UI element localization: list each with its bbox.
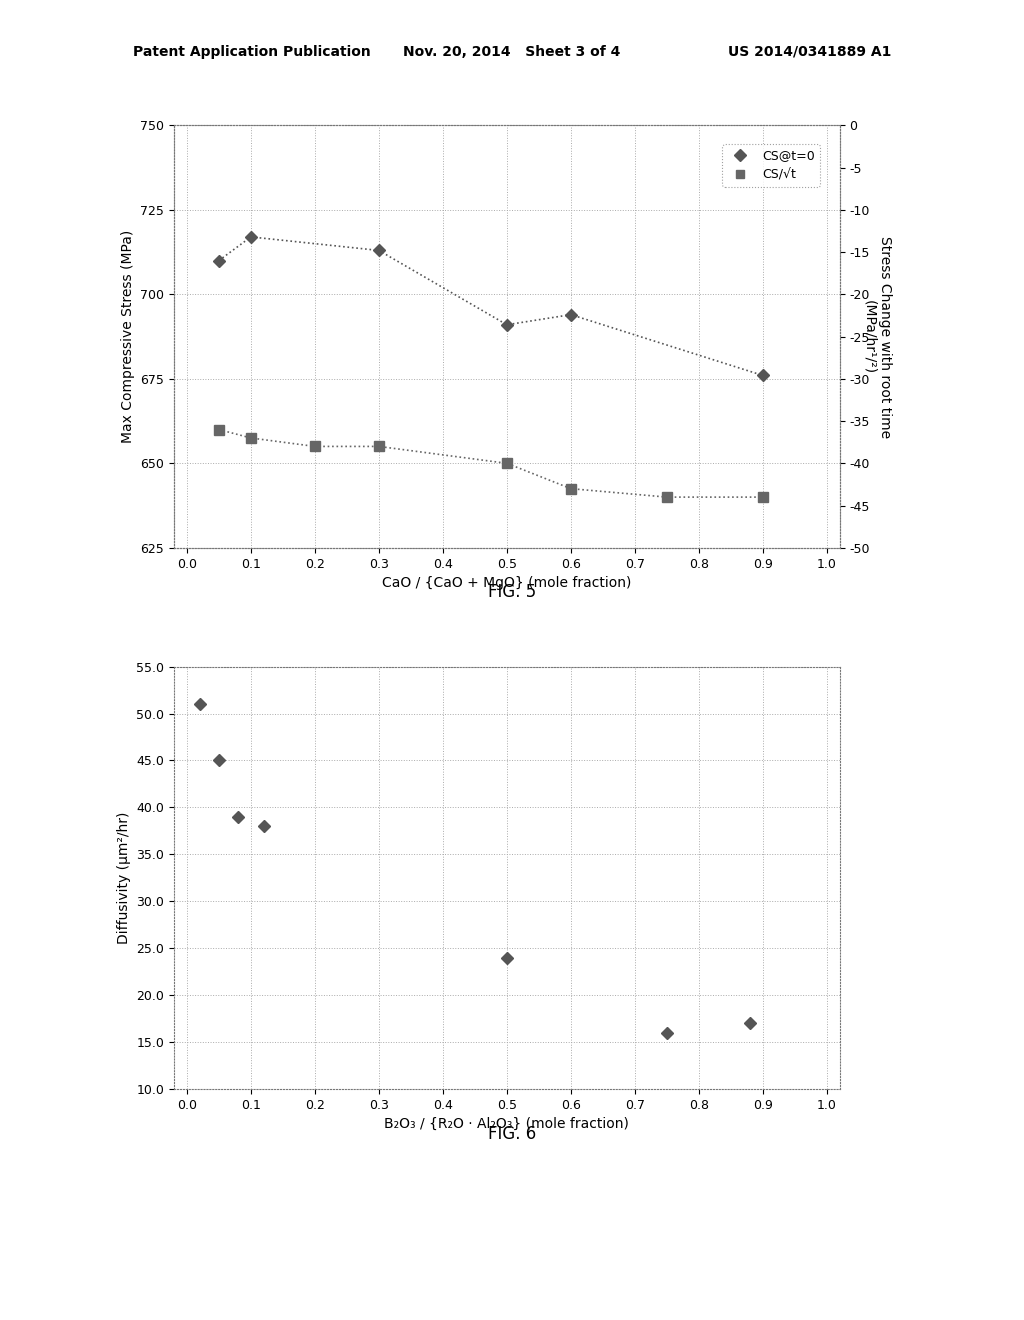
Y-axis label: Stress Change with root time
(MPa/hr¹/²): Stress Change with root time (MPa/hr¹/²) — [862, 235, 892, 438]
Text: Patent Application Publication: Patent Application Publication — [133, 45, 371, 59]
Y-axis label: Max Compressive Stress (MPa): Max Compressive Stress (MPa) — [121, 230, 135, 444]
X-axis label: CaO / {CaO + MgO} (mole fraction): CaO / {CaO + MgO} (mole fraction) — [382, 576, 632, 590]
Text: US 2014/0341889 A1: US 2014/0341889 A1 — [727, 45, 891, 59]
Legend: CS@t=0, CS/√t: CS@t=0, CS/√t — [722, 144, 820, 186]
Text: FIG. 6: FIG. 6 — [487, 1125, 537, 1143]
Y-axis label: Diffusivity (μm²/hr): Diffusivity (μm²/hr) — [117, 812, 131, 944]
Text: Nov. 20, 2014   Sheet 3 of 4: Nov. 20, 2014 Sheet 3 of 4 — [403, 45, 621, 59]
Text: FIG. 5: FIG. 5 — [487, 583, 537, 602]
X-axis label: B₂O₃ / {R₂O · Al₂O₃} (mole fraction): B₂O₃ / {R₂O · Al₂O₃} (mole fraction) — [384, 1117, 630, 1131]
